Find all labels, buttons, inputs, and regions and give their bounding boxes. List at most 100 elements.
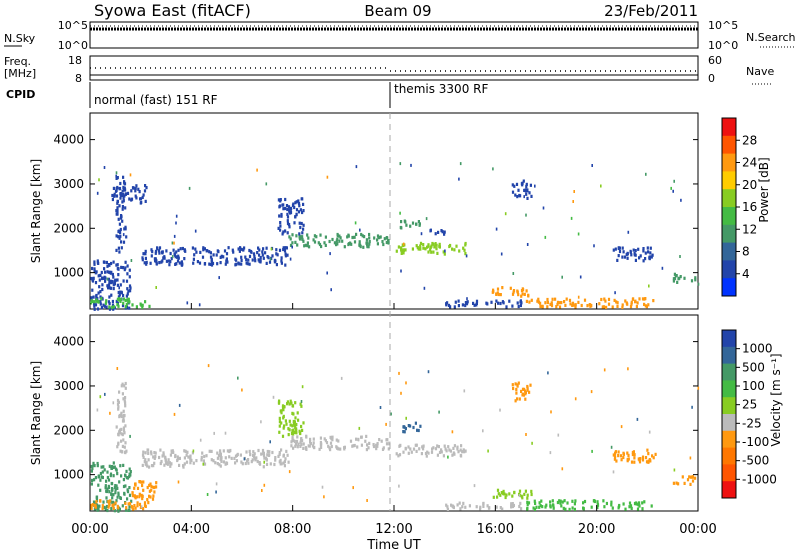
echo-cell — [256, 251, 259, 255]
echo-cell — [121, 207, 124, 211]
echo-cell — [530, 492, 533, 497]
echo-cell — [217, 453, 221, 458]
echo-cell — [518, 489, 522, 493]
echo-cell — [528, 390, 531, 394]
echo-cell — [516, 397, 519, 401]
echo-cell — [358, 243, 361, 247]
echo-cell — [505, 305, 508, 309]
echo-cell — [521, 183, 524, 187]
echo-cell — [278, 248, 282, 252]
echo-cell — [400, 226, 403, 230]
echo-cell — [618, 249, 622, 254]
echo-cell — [150, 484, 153, 489]
echo-cell — [159, 448, 162, 452]
echo-cell — [402, 242, 405, 246]
echo-cell — [547, 371, 549, 375]
echo-cell — [282, 408, 285, 412]
echo-cell — [330, 288, 332, 292]
echo-cell — [118, 293, 121, 297]
echo-cell — [169, 453, 172, 457]
echo-cell — [516, 195, 519, 199]
echo-cell — [154, 451, 157, 455]
echo-cell — [291, 241, 294, 245]
nsky-panel — [89, 21, 699, 49]
echo-cell — [106, 264, 109, 268]
echo-cell — [505, 493, 508, 497]
echo-cell — [435, 243, 438, 247]
echo-cell — [128, 275, 131, 279]
echo-cell — [186, 301, 189, 305]
echo-cell — [621, 255, 624, 259]
echo-cell — [340, 376, 343, 380]
echo-cell — [202, 248, 205, 252]
echo-cell — [600, 184, 602, 188]
echo-cell — [147, 501, 150, 505]
echo-cell — [112, 260, 115, 264]
echo-cell — [558, 305, 562, 309]
echo-cell — [627, 367, 629, 371]
echo-cell — [533, 507, 537, 511]
echo-cell — [222, 460, 225, 464]
echo-cell — [96, 508, 99, 512]
echo-cell — [614, 455, 617, 459]
colorbar-tick-label: 28 — [742, 133, 757, 147]
echo-cell — [282, 416, 285, 420]
echo-cell — [330, 444, 333, 449]
echo-cell — [123, 182, 127, 186]
echo-cell — [434, 232, 437, 236]
echo-cell — [329, 441, 333, 445]
echo-cell — [419, 247, 422, 251]
echo-cell — [107, 277, 110, 281]
echo-cell — [97, 274, 100, 278]
echo-cell — [339, 236, 342, 240]
echo-cell — [600, 297, 603, 302]
echo-cell — [124, 305, 127, 309]
echo-cell — [224, 456, 227, 460]
echo-cell — [361, 234, 364, 238]
echo-cell — [245, 258, 248, 262]
echo-cell — [403, 430, 406, 434]
echo-cell — [175, 262, 178, 266]
echo-cell — [613, 453, 616, 457]
echo-cell — [504, 495, 507, 500]
echo-cell — [96, 261, 99, 265]
echo-cell — [212, 253, 215, 257]
echo-cell — [144, 458, 147, 462]
echo-cell — [425, 217, 428, 221]
velocity-plot-area — [89, 314, 699, 512]
velocity-echoes — [90, 364, 700, 513]
echo-cell — [485, 301, 488, 305]
echo-cell — [129, 289, 132, 293]
colorbar-tick-label: 1000 — [742, 342, 773, 356]
echo-cell — [293, 420, 296, 424]
echo-cell — [455, 244, 458, 248]
echo-cell — [633, 456, 636, 460]
echo-cell — [524, 489, 527, 493]
echo-cell — [125, 305, 129, 309]
freq-tick-top: 18 — [68, 54, 82, 67]
echo-cell — [97, 291, 100, 295]
echo-cell — [307, 444, 310, 448]
echo-cell — [352, 486, 354, 490]
echo-cell — [124, 381, 127, 386]
echo-cell — [120, 214, 123, 218]
echo-cell — [633, 460, 636, 464]
echo-cell — [620, 458, 623, 462]
echo-cell — [121, 193, 125, 197]
echo-cell — [154, 251, 157, 255]
echo-cell — [111, 303, 115, 307]
echo-cell — [150, 248, 153, 252]
echo-cell — [262, 247, 265, 251]
echo-cell — [527, 294, 530, 298]
echo-cell — [120, 439, 123, 443]
echo-cell — [373, 236, 376, 240]
echo-cell — [200, 455, 203, 459]
echo-cell — [227, 246, 230, 250]
echo-cell — [209, 251, 212, 255]
echo-cell — [256, 168, 258, 172]
echo-cell — [443, 230, 446, 234]
echo-cell — [603, 505, 606, 509]
echo-cell — [244, 461, 247, 466]
echo-cell — [638, 256, 641, 260]
echo-cell — [248, 449, 251, 453]
